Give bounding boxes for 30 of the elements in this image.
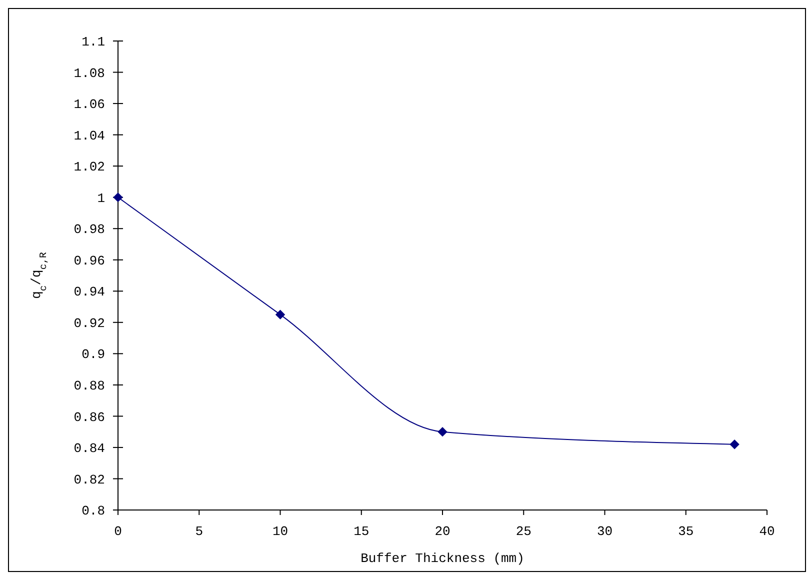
y-tick-label: 0.84 [74, 441, 106, 456]
y-tick-label: 1.04 [74, 128, 106, 144]
x-tick-label: 40 [759, 524, 775, 539]
x-tick-label: 5 [195, 524, 204, 539]
x-tick-label: 0 [114, 524, 122, 539]
y-tick-label: 0.98 [74, 222, 105, 238]
y-tick-label: 1 [97, 190, 106, 206]
y-tick-label: 1.08 [74, 66, 105, 81]
y-tick-label: 0.9 [82, 347, 105, 362]
point [113, 192, 123, 202]
y-tick-label: 0.88 [74, 378, 105, 394]
x-tick-label: 15 [354, 524, 370, 539]
y-tick-label: 0.96 [74, 253, 105, 268]
x-axis-title: Buffer Thickness (mm) [360, 551, 524, 566]
point [275, 310, 286, 320]
y-tick-label: 1.1 [82, 34, 106, 50]
x-tick-label: 35 [678, 524, 694, 539]
x-tick-label: 30 [596, 524, 613, 539]
y-tick-label: 1.06 [74, 97, 105, 112]
y-tick-label: 0.94 [74, 284, 106, 300]
point [730, 439, 740, 450]
y-tick-label: 0.86 [74, 410, 105, 425]
x-tick-label: 25 [516, 524, 532, 539]
x-tick-label: 20 [434, 524, 450, 539]
x-tick-label: 10 [272, 524, 288, 539]
y-tick-label: 0.92 [74, 316, 105, 331]
y-tick-label: 0.8 [82, 504, 105, 519]
y-tick-label: 0.82 [74, 472, 105, 488]
y-tick-label: 1.02 [74, 160, 105, 175]
point [438, 426, 448, 437]
